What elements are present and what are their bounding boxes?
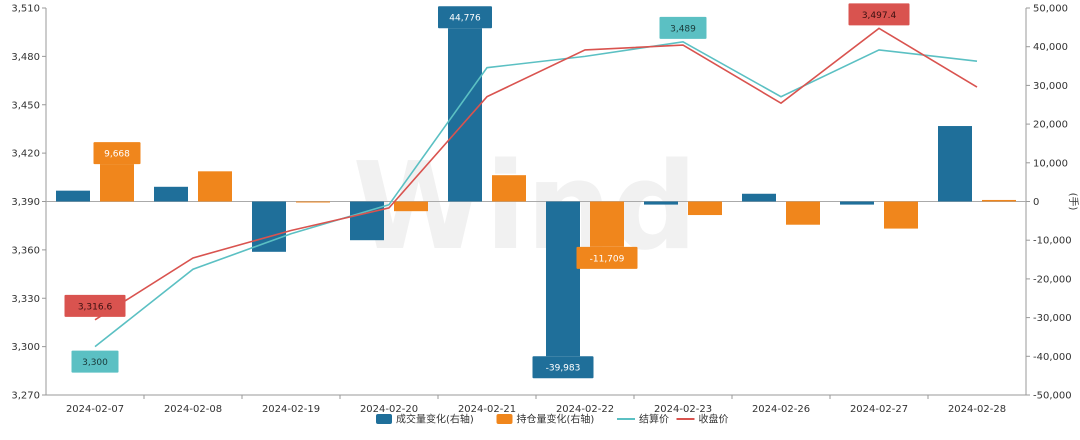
- open-interest-change-bar: [394, 201, 428, 212]
- volume-change-bar: [840, 201, 874, 205]
- open-interest-change-bar: [296, 201, 330, 203]
- open-interest-change-bar: [982, 199, 1016, 202]
- right-tick-label: 20,000: [1033, 120, 1068, 131]
- open-interest-change-bar: [688, 201, 722, 216]
- left-tick-label: 3,360: [11, 245, 40, 256]
- open-interest-change-bar: [198, 171, 232, 202]
- volume-change-bar: [742, 193, 776, 202]
- settlement-price-line: [94, 41, 978, 348]
- x-tick-label: 2024-02-21: [458, 404, 516, 415]
- axes-layer: 3,270 3,300 3,330 3,360 3,390 3,420 3,450 3,480…: [11, 4, 1080, 416]
- x-tick-label: 2024-02-23: [654, 404, 712, 415]
- left-tick-label: 3,420: [11, 149, 40, 160]
- data-label: 3,316.6: [78, 302, 113, 312]
- right-axis-label: (手): [1067, 193, 1080, 211]
- data-label-box: [71, 350, 119, 373]
- open-interest-change-bar: [590, 201, 624, 247]
- right-tick-label: -40,000: [1033, 352, 1072, 363]
- data-label-box: [576, 246, 638, 269]
- left-tick-label: 3,390: [11, 197, 40, 208]
- data-label-box: [93, 142, 141, 165]
- data-label: -39,983: [546, 364, 581, 374]
- x-tick-label: 2024-02-20: [360, 404, 418, 415]
- legend-swatch-bar: [496, 414, 513, 424]
- legend-label: 收盘价: [699, 413, 729, 426]
- x-tick-label: 2024-02-08: [164, 404, 222, 415]
- callouts-layer: 44,776 -39,983 9,668 -11,709 3,300 3,489 3,316…: [64, 3, 910, 379]
- volume-change-bar: [644, 201, 678, 205]
- volume-change-bar: [546, 201, 580, 357]
- legend-label: 结算价: [639, 413, 669, 426]
- data-label: 44,776: [449, 14, 481, 24]
- x-tick-label: 2024-02-19: [262, 404, 320, 415]
- data-label-box: [848, 3, 910, 26]
- right-tick-label: 30,000: [1033, 81, 1068, 92]
- data-label-box: [532, 356, 594, 379]
- data-label-box: [438, 6, 492, 29]
- legend-label: 成交量变化(右轴): [396, 413, 474, 426]
- left-tick-label: 3,480: [11, 52, 40, 63]
- right-tick-label: 10,000: [1033, 158, 1068, 169]
- open-interest-change-bar: [492, 175, 526, 202]
- open-interest-change-bar: [884, 201, 918, 229]
- volume-change-bar: [56, 190, 90, 202]
- right-tick-label: -50,000: [1033, 391, 1072, 402]
- legend-label: 持仓量变化(右轴): [517, 413, 595, 426]
- volume-change-bar: [938, 126, 972, 202]
- volume-change-bar: [252, 201, 286, 252]
- left-tick-label: 3,300: [11, 342, 40, 353]
- x-tick-label: 2024-02-26: [752, 404, 810, 415]
- volume-change-bar: [154, 186, 188, 202]
- x-tick-label: 2024-02-27: [850, 404, 908, 415]
- legend-swatch-bar: [376, 414, 392, 424]
- open-interest-change-bar: [786, 201, 820, 225]
- right-tick-label: 40,000: [1033, 42, 1068, 53]
- data-label: 3,489: [670, 24, 696, 34]
- x-tick-label: 2024-02-07: [66, 404, 124, 415]
- left-tick-label: 3,450: [11, 100, 40, 111]
- data-label-box: [64, 294, 126, 317]
- data-label: 3,497.4: [862, 11, 897, 21]
- data-label-box: [659, 16, 707, 39]
- data-label: 3,300: [82, 358, 108, 368]
- right-tick-label: -20,000: [1033, 274, 1072, 285]
- data-label: -11,709: [590, 254, 625, 264]
- lines-layer: [94, 27, 978, 348]
- right-tick-label: 0: [1033, 197, 1039, 208]
- right-tick-label: -30,000: [1033, 313, 1072, 324]
- left-tick-label: 3,270: [11, 391, 40, 402]
- left-tick-label: 3,330: [11, 294, 40, 305]
- legend: 成交量变化(右轴) 持仓量变化(右轴) 结算价 收盘价: [376, 413, 729, 426]
- close-price-line: [94, 27, 978, 321]
- left-tick-label: 3,510: [11, 4, 40, 15]
- right-tick-label: -10,000: [1033, 236, 1072, 247]
- data-label: 9,668: [104, 150, 130, 160]
- open-interest-change-bar: [100, 164, 134, 202]
- x-tick-label: 2024-02-22: [556, 404, 614, 415]
- right-tick-label: 50,000: [1033, 4, 1068, 15]
- x-tick-label: 2024-02-28: [948, 404, 1006, 415]
